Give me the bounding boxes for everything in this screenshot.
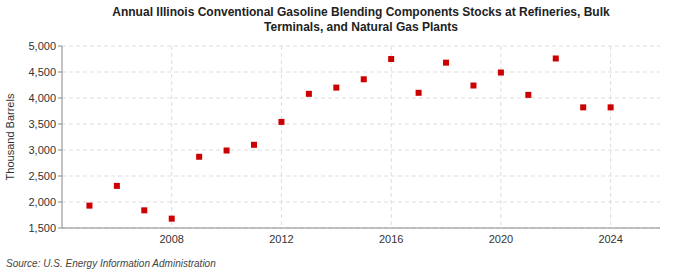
point — [361, 76, 367, 82]
point — [580, 104, 586, 110]
y-tick-label: 3,000 — [28, 144, 56, 156]
point — [525, 92, 531, 98]
y-grid-line — [62, 176, 660, 177]
x-axis-line — [62, 228, 660, 229]
point — [608, 104, 614, 110]
y-grid-line — [62, 46, 660, 47]
y-tick-label: 2,500 — [28, 170, 56, 182]
point — [333, 85, 339, 91]
point — [470, 83, 476, 89]
point — [306, 91, 312, 97]
y-tick — [58, 98, 62, 99]
y-axis-label: Thousand Barrels — [4, 93, 16, 180]
y-tick-label: 4,500 — [28, 66, 56, 78]
y-tick — [58, 202, 62, 203]
y-tick-label: 4,000 — [28, 92, 56, 104]
y-tick — [58, 46, 62, 47]
x-tick-label: 2024 — [598, 233, 622, 245]
x-grid-line — [171, 46, 172, 228]
point — [169, 216, 175, 222]
y-grid-line — [62, 202, 660, 203]
x-grid-line — [391, 46, 392, 228]
x-tick-label: 2012 — [269, 233, 293, 245]
point — [251, 142, 257, 148]
y-grid-line — [62, 98, 660, 99]
y-grid-line — [62, 228, 660, 229]
y-tick — [58, 72, 62, 73]
point — [86, 203, 92, 209]
point — [196, 154, 202, 160]
x-grid-line — [610, 46, 611, 228]
point — [553, 55, 559, 61]
y-tick-label: 2,000 — [28, 196, 56, 208]
points — [86, 55, 613, 221]
y-axis-line — [62, 46, 63, 228]
point — [388, 56, 394, 62]
y-grid-line — [62, 72, 660, 73]
y-tick-label: 5,000 — [28, 40, 56, 52]
y-tick — [58, 176, 62, 177]
y-tick-label: 3,500 — [28, 118, 56, 130]
source: Source: U.S. Energy Information Administ… — [6, 258, 216, 269]
point — [278, 119, 284, 125]
point — [141, 207, 147, 213]
x-tick-label: 2016 — [379, 233, 403, 245]
y-tick — [58, 150, 62, 151]
x-grid-line — [281, 46, 282, 228]
y-tick — [58, 124, 62, 125]
point — [416, 90, 422, 96]
point — [443, 60, 449, 66]
point — [498, 70, 504, 76]
grid — [62, 46, 660, 228]
y-tick-label: 1,500 — [28, 222, 56, 234]
y-grid-line — [62, 150, 660, 151]
y-tick — [58, 228, 62, 229]
chart: Annual Illinois Conventional Gasoline Bl… — [0, 0, 675, 275]
x-tick-label: 2020 — [489, 233, 513, 245]
title: Annual Illinois Conventional Gasoline Bl… — [112, 5, 610, 34]
point — [224, 148, 230, 154]
y-grid-line — [62, 124, 660, 125]
point — [114, 183, 120, 189]
x-tick-label: 2008 — [159, 233, 183, 245]
